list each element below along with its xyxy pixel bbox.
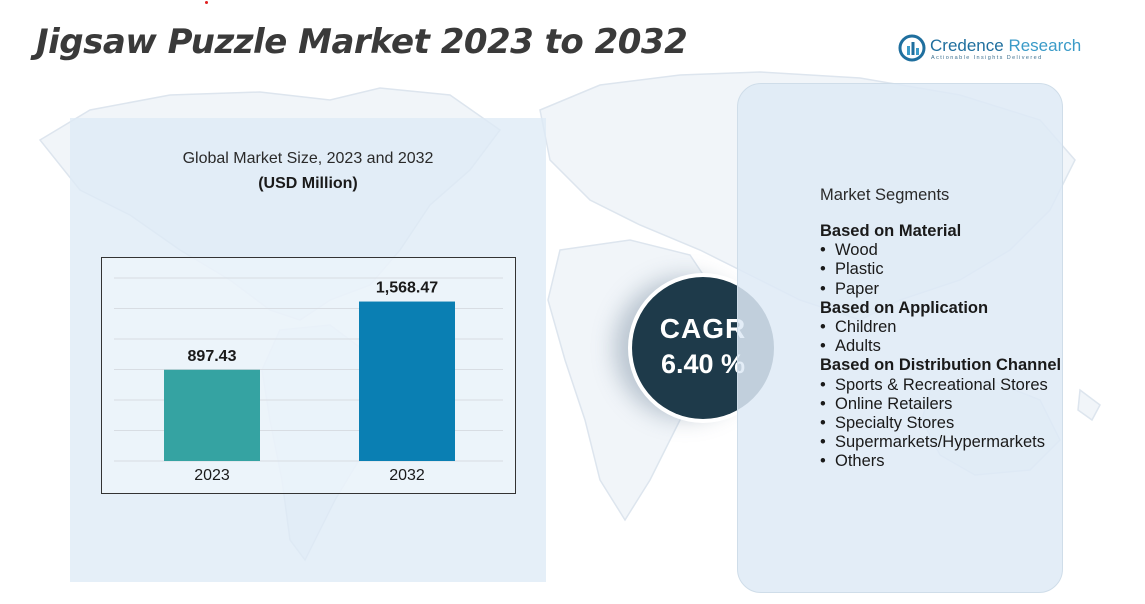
segment-group-application: Based on Application • Children • Adults	[820, 299, 1061, 357]
chart-subtitle: Global Market Size, 2023 and 2032	[182, 150, 434, 167]
segment-item-label: Online Retailers	[835, 394, 953, 413]
segment-item: • Specialty Stores	[820, 414, 1061, 433]
segment-item-label: Supermarkets/Hypermarkets	[835, 433, 1045, 452]
bullet-icon: •	[820, 337, 826, 356]
chart-unit: (USD Million)	[258, 175, 358, 192]
bar-2032	[359, 301, 455, 461]
data-label-2023: 897.43	[188, 348, 237, 365]
data-label-2032: 1,568.47	[376, 280, 438, 297]
segment-item-label: Adults	[835, 337, 881, 356]
segments-content: Market Segments Based on Material • Wood …	[820, 186, 1061, 472]
x-tick-label-2032: 2032	[389, 467, 425, 484]
bullet-icon: •	[820, 375, 826, 394]
segment-item-label: Plastic	[835, 260, 884, 279]
market-segments-panel: Market Segments Based on Material • Wood …	[737, 83, 1063, 593]
segment-item-label: Children	[835, 318, 897, 337]
bar-2023	[164, 369, 260, 461]
credence-research-logo: Credence Research Actionable Insights De…	[898, 34, 1081, 66]
logo-mark-icon	[898, 34, 926, 62]
segment-item: • Online Retailers	[820, 395, 1061, 414]
bullet-icon: •	[820, 318, 826, 337]
bullet-icon: •	[820, 414, 826, 433]
market-size-bar-chart: 897.43 2023 1,568.47 2032	[114, 277, 503, 484]
segment-group-material: Based on Material • Wood • Plastic • Paper	[820, 222, 1061, 299]
segment-item-label: Paper	[835, 279, 880, 298]
segment-item: • Adults	[820, 337, 1061, 356]
cagr-label: CAGR	[659, 313, 747, 344]
segment-item: • Sports & Recreational Stores	[820, 376, 1061, 395]
segment-list: • Children • Adults	[820, 318, 1061, 356]
market-size-panel: Global Market Size, 2023 and 2032 (USD M…	[70, 118, 546, 582]
segment-heading: Based on Material	[820, 222, 962, 240]
segment-list: • Wood • Plastic • Paper	[820, 241, 1061, 299]
red-marker-dot	[205, 1, 208, 4]
logo-name: Credence Research	[930, 36, 1081, 56]
x-tick-label-2023: 2023	[194, 467, 230, 484]
bullet-icon: •	[820, 279, 826, 298]
segment-item: • Others	[820, 452, 1061, 471]
bullet-icon: •	[820, 394, 826, 413]
bullet-icon: •	[820, 452, 826, 471]
bullet-icon: •	[820, 433, 826, 452]
chart-frame: 897.43 2023 1,568.47 2032	[101, 257, 516, 494]
segment-item-label: Others	[835, 452, 885, 471]
segment-item: • Wood	[820, 241, 1061, 260]
logo-tagline: Actionable Insights Delivered	[931, 55, 1043, 61]
logo-name-primary: Credence	[930, 36, 1004, 55]
segment-heading: Based on Application	[820, 298, 989, 317]
segment-item: • Children	[820, 318, 1061, 337]
segment-item: • Plastic	[820, 260, 1061, 279]
segment-heading: Based on Distribution Channel	[820, 356, 1062, 375]
segments-title: Market Segments	[820, 186, 950, 204]
bullet-icon: •	[820, 241, 826, 260]
segment-item-label: Wood	[835, 241, 878, 260]
logo-name-accent: Research	[1008, 36, 1082, 55]
segment-item-label: Specialty Stores	[835, 414, 955, 433]
segment-group-distribution-channel: Based on Distribution Channel • Sports & …	[820, 356, 1061, 471]
segment-list: • Sports & Recreational Stores • Online Re…	[820, 376, 1061, 472]
bullet-icon: •	[820, 260, 826, 279]
segment-item: • Supermarkets/Hypermarkets	[820, 433, 1061, 452]
segment-item-label: Sports & Recreational Stores	[835, 375, 1048, 394]
page-title: Jigsaw Puzzle Market 2023 to 2032	[36, 22, 688, 62]
cagr-value: 6.40 %	[660, 349, 746, 379]
segment-item: • Paper	[820, 280, 1061, 299]
